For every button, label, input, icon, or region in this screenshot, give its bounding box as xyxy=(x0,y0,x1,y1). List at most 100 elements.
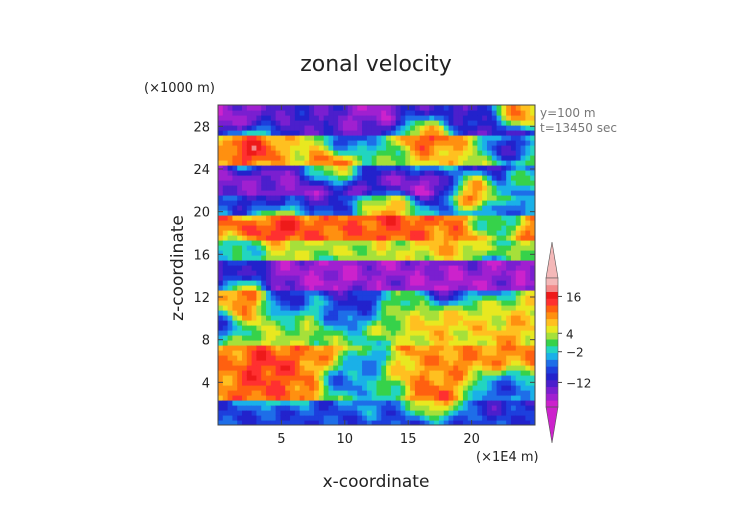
heatmap-cell xyxy=(429,345,435,351)
heatmap-cell xyxy=(323,175,330,181)
heatmap-cell xyxy=(510,385,517,391)
heatmap-cell xyxy=(496,265,502,271)
heatmap-cell xyxy=(530,135,535,141)
heatmap-cell xyxy=(506,120,512,126)
heatmap-cell xyxy=(386,140,392,146)
heatmap-cell xyxy=(443,385,450,391)
heatmap-cell xyxy=(467,385,474,391)
heatmap-cell xyxy=(342,120,349,126)
heatmap-cell xyxy=(309,145,315,151)
heatmap-cell xyxy=(510,165,517,171)
heatmap-cell xyxy=(314,110,320,116)
heatmap-cell xyxy=(242,230,248,236)
heatmap-cell xyxy=(323,170,330,176)
heatmap-cell xyxy=(352,160,358,166)
heatmap-cell xyxy=(520,235,526,241)
heatmap-cell xyxy=(467,185,474,191)
heatmap-cell xyxy=(400,110,406,116)
heatmap-cell xyxy=(237,215,243,221)
heatmap-cell xyxy=(246,355,253,361)
heatmap-cell xyxy=(482,415,488,421)
heatmap-cell xyxy=(261,330,267,336)
heatmap-cell xyxy=(424,380,430,386)
heatmap-cell xyxy=(462,180,469,186)
heatmap-cell xyxy=(366,225,373,231)
heatmap-cell xyxy=(525,350,531,356)
heatmap-cell xyxy=(530,290,535,296)
heatmap-cell xyxy=(222,190,229,196)
heatmap-cell xyxy=(366,325,373,331)
heatmap-cell xyxy=(429,355,435,361)
heatmap-cell xyxy=(266,200,272,206)
heatmap-cell xyxy=(347,300,354,306)
heatmap-cell xyxy=(261,220,267,226)
heatmap-cell xyxy=(510,390,517,396)
heatmap-cell xyxy=(246,320,253,326)
heatmap-cell xyxy=(309,420,315,425)
heatmap-cell xyxy=(530,395,535,401)
heatmap-cell xyxy=(501,160,507,166)
heatmap-cell xyxy=(520,345,526,351)
heatmap-cell xyxy=(448,200,454,206)
heatmap-cell xyxy=(506,420,512,425)
heatmap-cell xyxy=(429,165,435,171)
heatmap-cell xyxy=(290,230,296,236)
heatmap-cell xyxy=(285,290,291,296)
heatmap-cell xyxy=(237,410,243,416)
heatmap-cell xyxy=(410,270,416,276)
heatmap-cell xyxy=(429,370,435,376)
heatmap-cell xyxy=(352,390,358,396)
heatmap-cell xyxy=(515,300,522,306)
heatmap-cell xyxy=(328,165,334,171)
heatmap-cell xyxy=(486,355,493,361)
heatmap-cell xyxy=(304,125,310,131)
heatmap-cell xyxy=(510,335,517,341)
heatmap-cell xyxy=(395,190,402,196)
heatmap-cell xyxy=(467,275,474,281)
heatmap-cell xyxy=(462,285,469,291)
heatmap-cell xyxy=(218,235,224,241)
heatmap-cell xyxy=(237,330,243,336)
heatmap-cell xyxy=(390,265,397,271)
heatmap-cell xyxy=(443,410,450,416)
heatmap-cell xyxy=(309,200,315,206)
heatmap-cell xyxy=(448,185,454,191)
heatmap-cell xyxy=(352,130,358,136)
heatmap-cell xyxy=(299,130,306,136)
heatmap-cell xyxy=(405,395,411,401)
heatmap-cell xyxy=(520,165,526,171)
heatmap-cell xyxy=(520,340,526,346)
heatmap-cell xyxy=(467,270,474,276)
heatmap-cell xyxy=(458,290,464,296)
heatmap-cell xyxy=(227,200,234,206)
heatmap-cell xyxy=(246,340,253,346)
heatmap-cell xyxy=(251,155,258,161)
heatmap-cell xyxy=(357,160,363,166)
heatmap-cell xyxy=(290,270,296,276)
heatmap-cell xyxy=(429,340,435,346)
heatmap-cell xyxy=(448,240,454,246)
heatmap-cell xyxy=(491,145,498,151)
heatmap-cell xyxy=(515,415,522,421)
heatmap-cell xyxy=(467,200,474,206)
heatmap-cell xyxy=(338,310,344,316)
heatmap-cell xyxy=(251,355,258,361)
heatmap-cell xyxy=(472,365,478,371)
heatmap-cell xyxy=(458,400,464,406)
heatmap-cell xyxy=(410,130,416,136)
heatmap-cell xyxy=(501,190,507,196)
heatmap-cell xyxy=(280,315,286,321)
heatmap-cell xyxy=(242,420,248,425)
heatmap-cell xyxy=(530,140,535,146)
heatmap-cell xyxy=(227,140,234,146)
heatmap-cell xyxy=(482,365,488,371)
heatmap-cell xyxy=(285,360,291,366)
heatmap-cell xyxy=(405,290,411,296)
heatmap-cell xyxy=(280,195,286,201)
heatmap-cell xyxy=(414,110,421,116)
heatmap-cell xyxy=(242,195,248,201)
heatmap-cell xyxy=(424,405,430,411)
heatmap-cell xyxy=(270,210,277,216)
heatmap-cell xyxy=(410,345,416,351)
heatmap-cell xyxy=(424,320,430,326)
